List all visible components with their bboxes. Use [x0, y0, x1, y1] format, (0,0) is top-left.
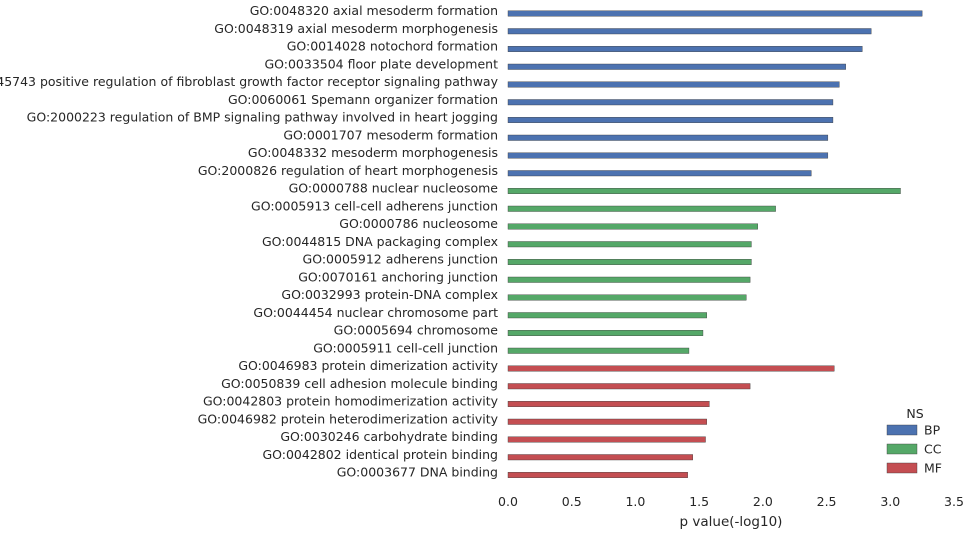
category-label: GO:0048319 axial mesoderm morphogenesis: [214, 21, 498, 36]
category-label: GO:0042802 identical protein binding: [262, 447, 498, 462]
bar-cc: [507, 312, 707, 319]
category-label: GO:0000786 nucleosome: [339, 216, 498, 231]
category-label: GO:0014028 notochord formation: [287, 39, 498, 54]
category-labels: GO:0048320 axial mesoderm formation GO:00…: [0, 3, 499, 480]
bar-mf: [507, 383, 751, 390]
bar-bp: [507, 170, 812, 177]
bar-bp: [507, 10, 923, 17]
category-label: GO:0045743 positive regulation of fibrob…: [0, 74, 499, 89]
bar-cc: [507, 205, 776, 212]
bar-cc: [507, 276, 751, 283]
category-label: GO:0044454 nuclear chromosome part: [253, 305, 498, 320]
legend-label-bp: BP: [924, 423, 941, 438]
bar-cc: [507, 330, 704, 336]
category-label: GO:0000788 nuclear nucleosome: [289, 181, 499, 196]
bar-mf: [507, 472, 688, 478]
x-tick-label: 2.0: [753, 494, 773, 509]
category-label: GO:0005694 chromosome: [334, 323, 499, 338]
category-label: GO:0030246 carbohydrate binding: [280, 429, 498, 444]
x-tick-label: 0.0: [498, 494, 518, 509]
bar-mf: [507, 365, 835, 372]
category-label: GO:0001707 mesoderm formation: [283, 127, 498, 142]
bars-layer: [507, 10, 923, 478]
category-label: GO:0060061 Spemann organizer formation: [228, 92, 498, 107]
bar-bp: [507, 63, 846, 70]
category-label: GO:0005911 cell-cell junction: [313, 340, 498, 355]
legend-label-mf: MF: [924, 461, 942, 476]
x-tick-label: 1.0: [625, 494, 645, 509]
category-label: GO:0070161 anchoring junction: [298, 269, 498, 284]
bar-bp: [507, 28, 872, 35]
bar-bp: [507, 134, 829, 141]
category-label: GO:0033504 floor plate development: [264, 56, 498, 71]
category-label: GO:0048320 axial mesoderm formation: [250, 3, 498, 18]
legend-entries: BP CC MF: [886, 423, 942, 476]
bar-bp: [507, 117, 834, 123]
bar-mf: [507, 401, 710, 407]
legend-label-cc: CC: [924, 442, 942, 457]
bar-bp: [507, 46, 863, 52]
bar-cc: [507, 223, 758, 230]
category-label: GO:0048332 mesoderm morphogenesis: [248, 145, 498, 160]
legend-swatch-bp: [886, 424, 918, 436]
bar-mf: [507, 418, 707, 425]
category-label: GO:0032993 protein-DNA complex: [281, 287, 498, 302]
category-label: GO:0005912 adherens junction: [303, 252, 498, 267]
category-label: GO:0042803 protein homodimerization acti…: [203, 394, 499, 409]
x-tick-label: 3.5: [944, 494, 964, 509]
legend-title: NS: [906, 406, 923, 421]
bar-cc: [507, 259, 752, 265]
x-tick-label: 2.5: [817, 494, 837, 509]
x-tick-label: 3.0: [880, 494, 900, 509]
legend-swatch-cc: [886, 443, 918, 455]
legend: NS BP CC MF: [886, 406, 942, 476]
bar-mf: [507, 436, 706, 443]
category-label: GO:2000826 regulation of heart morphogen…: [198, 163, 498, 178]
bar-cc: [507, 188, 901, 194]
legend-swatch-mf: [886, 462, 918, 474]
category-label: GO:0005913 cell-cell adherens junction: [251, 198, 498, 213]
bar-mf: [507, 454, 693, 461]
bar-bp: [507, 81, 840, 88]
category-label: GO:0046983 protein dimerization activity: [238, 358, 498, 373]
category-label: GO:2000223 regulation of BMP signaling p…: [27, 110, 498, 125]
x-tick-label: 1.5: [689, 494, 709, 509]
category-label: GO:0046982 protein heterodimerization ac…: [198, 411, 499, 426]
bar-cc: [507, 241, 752, 248]
category-label: GO:0003677 DNA binding: [337, 465, 498, 480]
bar-cc: [507, 294, 747, 301]
bar-cc: [507, 347, 690, 354]
x-tick-label: 0.5: [562, 494, 582, 509]
x-axis-title: p value(-log10): [680, 514, 783, 530]
bar-bp: [507, 99, 834, 106]
category-label: GO:0050839 cell adhesion molecule bindin…: [221, 376, 498, 391]
x-axis-ticks: 0.0 0.5 1.0 1.5 2.0 2.5 3.0 3.5: [498, 494, 964, 509]
category-label: GO:0044815 DNA packaging complex: [262, 234, 498, 249]
bar-bp: [507, 152, 829, 159]
